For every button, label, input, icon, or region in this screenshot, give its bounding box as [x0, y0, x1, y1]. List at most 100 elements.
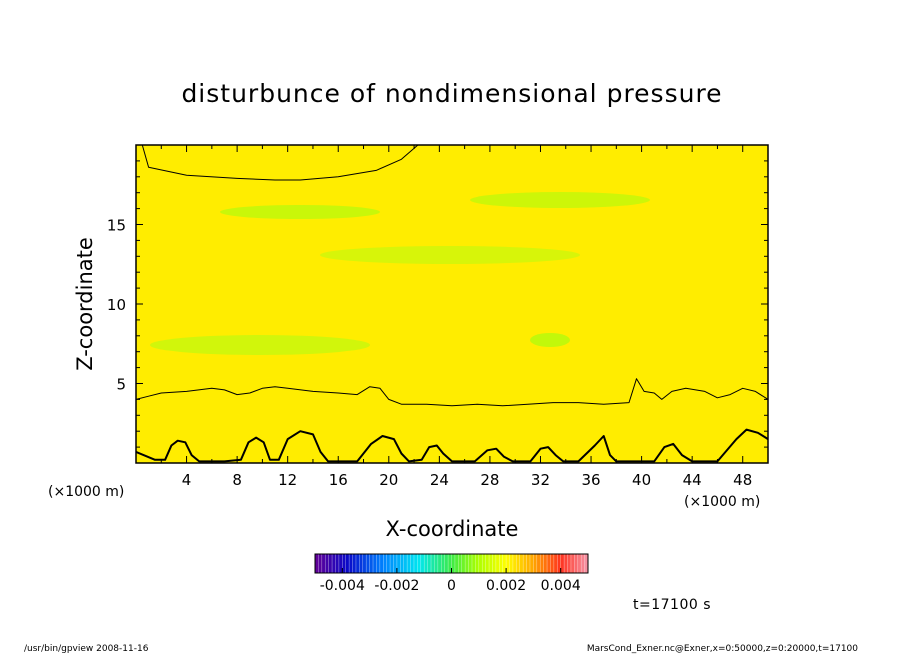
colorbar-cell: [519, 554, 524, 573]
x-ticks: 4 8 12 16 20 24 28 32 36 40 44 48: [160, 145, 752, 489]
field-patch: [320, 246, 580, 264]
colorbar-cell: [400, 554, 405, 573]
x-tick-label: 8: [232, 471, 242, 489]
x-tick-label: 4: [182, 471, 192, 489]
colorbar-cell: [485, 554, 490, 573]
colorbar-cell: [458, 554, 463, 573]
colorbar-cell: [502, 554, 507, 573]
contour-lower: [136, 428, 768, 463]
colorbar-cell: [434, 554, 439, 573]
colorbar-cell: [352, 554, 357, 573]
field-patch: [530, 333, 570, 347]
colorbar-cell: [376, 554, 381, 573]
colorbar-cell: [342, 554, 347, 573]
colorbar-cell: [533, 554, 538, 573]
colorbar-cell: [383, 554, 387, 573]
colorbar-cell: [390, 554, 394, 573]
y-tick-label: 15: [107, 217, 126, 235]
time-label: t=17100 s: [633, 597, 711, 613]
colorbar-cell: [321, 554, 326, 573]
colorbar-cell: [495, 554, 500, 573]
colorbar-cell: [526, 554, 531, 573]
colorbar-cell: [427, 554, 432, 573]
colorbar-cell: [512, 554, 517, 573]
footer-right: MarsCond_Exner.nc@Exner,x=0:50000,z=0:20…: [587, 644, 858, 654]
colorbar-cell: [471, 554, 476, 573]
y-tick-label: 5: [116, 376, 126, 394]
colorbar-cell: [557, 554, 561, 573]
colorbar-cell: [451, 554, 456, 573]
colorbar-cell: [355, 554, 360, 573]
colorbar-cell: [431, 554, 435, 573]
colorbar-tick-label: 0.004: [541, 578, 581, 594]
colorbar-cell: [547, 554, 551, 573]
colorbar-tick-label: -0.004: [320, 578, 365, 594]
colorbar-cell: [499, 554, 503, 573]
colorbar-cell: [345, 554, 350, 573]
contour-middle: [136, 378, 768, 407]
colorbar-cell: [349, 554, 353, 573]
colorbar-cell: [437, 554, 442, 573]
colorbar-cell: [492, 554, 497, 573]
colorbar-cells: [314, 554, 589, 573]
y-axis-label: Z-coordinate: [73, 237, 97, 371]
colorbar-tick-label: 0: [447, 578, 456, 594]
colorbar-cell: [564, 554, 568, 573]
colorbar-cell: [420, 554, 425, 573]
colorbar-cell: [413, 554, 418, 573]
colorbar-cell: [577, 554, 582, 573]
x-tick-label: 20: [379, 471, 398, 489]
x-tick-label: 24: [430, 471, 449, 489]
colorbar-cell: [468, 554, 473, 573]
field-patch: [150, 335, 370, 355]
colorbar-cell: [540, 554, 544, 573]
colorbar-cell: [366, 554, 370, 573]
colorbar-cell: [424, 554, 428, 573]
x-tick-label: 44: [683, 471, 702, 489]
x-tick-label: 36: [581, 471, 600, 489]
colorbar-cell: [529, 554, 534, 573]
x-tick-label: 28: [480, 471, 499, 489]
colorbar-cell: [523, 554, 527, 573]
colorbar-cell: [465, 554, 469, 573]
colorbar-cell: [448, 554, 452, 573]
colorbar-cell: [379, 554, 384, 573]
colorbar-cell: [359, 554, 364, 573]
colorbar-cell: [536, 554, 541, 573]
colorbar-cell: [386, 554, 391, 573]
x-tick-label: 32: [531, 471, 550, 489]
colorbar-cell: [325, 554, 329, 573]
colorbar-tick-label: 0.002: [486, 578, 526, 594]
colorbar-cell: [560, 554, 565, 573]
colorbar-cell: [475, 554, 480, 573]
chart-title: disturbunce of nondimensional pressure: [181, 79, 722, 108]
x-tick-label: 48: [733, 471, 752, 489]
colorbar-cell: [338, 554, 343, 573]
colorbar-cell: [441, 554, 445, 573]
field-patch: [220, 205, 380, 219]
colorbar-cell: [373, 554, 377, 573]
colorbar-cell: [567, 554, 572, 573]
colorbar-cell: [318, 554, 323, 573]
colorbar-cell: [509, 554, 514, 573]
colorbar-cell: [444, 554, 449, 573]
x-unit-right: (×1000 m): [684, 494, 760, 510]
colorbar-cell: [482, 554, 486, 573]
y-tick-label: 10: [107, 296, 126, 314]
colorbar-cell: [478, 554, 483, 573]
x-axis-label: X-coordinate: [386, 517, 519, 541]
colorbar-cell: [570, 554, 575, 573]
colorbar-cell: [362, 554, 367, 573]
colorbar-ticks: -0.004 -0.002 0 0.002 0.004: [320, 568, 581, 594]
colorbar-cell: [410, 554, 415, 573]
footer-left: /usr/bin/gpview 2008-11-16: [24, 644, 149, 654]
colorbar-cell: [489, 554, 493, 573]
x-tick-label: 40: [632, 471, 651, 489]
colorbar-tick-label: -0.002: [374, 578, 419, 594]
colorbar-cell: [461, 554, 466, 573]
colorbar-cell: [574, 554, 579, 573]
colorbar-cell: [332, 554, 336, 573]
contour-lines: [136, 145, 768, 463]
